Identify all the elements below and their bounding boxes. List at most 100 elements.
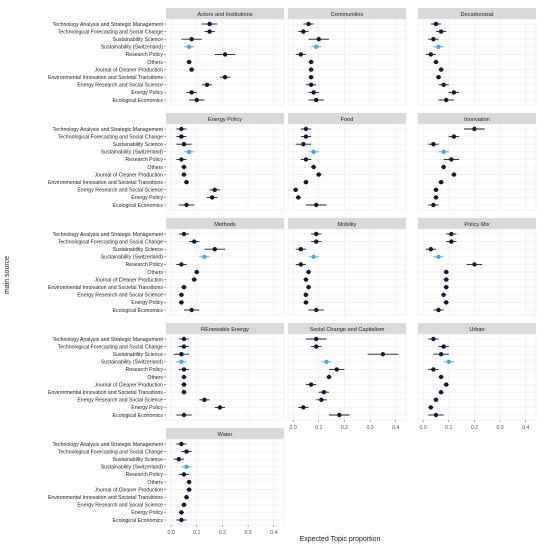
facet-panel: Actors and Institutions Technology Analys… [48,8,285,106]
facet-title: Actors and Institutions [197,12,252,18]
facet-panel: Urban 0.0 0.1 0.2 0.3 0.4 [417,323,537,431]
facet-strip [166,8,284,19]
data-point [441,164,446,170]
data-point [303,300,309,305]
data-point [472,262,477,267]
x-tick-label: 0.2 [219,530,226,536]
y-axis-title: main source [4,256,11,294]
data-point [179,157,184,162]
data-point [311,90,316,95]
x-tick-label: 0.3 [366,425,373,431]
data-point [314,97,319,103]
data-point [298,262,304,267]
facet-panel: Water Technology Analysis and Strategic M… [48,428,285,536]
data-point [301,405,306,410]
data-point [209,195,215,200]
data-point [444,285,449,290]
category-label: Ecological Economics [113,98,164,104]
data-point [451,172,457,177]
category-label: Research Policy [126,157,164,163]
data-point [444,269,449,275]
facet-title: Water [218,432,233,438]
category-label: Technology Analysis and Strategic Manage… [53,232,164,238]
data-point [308,59,314,65]
facet-title: Food [341,117,354,123]
data-point [431,202,436,208]
x-tick-label: 0.4 [270,530,277,536]
data-point [314,44,319,49]
data-point [303,277,309,282]
data-point [181,367,187,372]
data-point [319,397,324,402]
x-tick-label: 0.4 [392,425,399,431]
data-point [314,344,319,349]
data-point [179,300,184,305]
facet-panel: Food [287,113,407,211]
data-point [202,254,207,259]
data-point [311,149,316,154]
data-point [436,254,441,259]
data-point [436,307,441,313]
x-tick-label: 0.0 [168,530,175,536]
x-tick-label: 0.1 [445,425,452,431]
data-point [431,37,436,42]
facet-strip [166,428,284,439]
data-point [184,449,189,454]
data-point [314,336,319,342]
facet-strip [288,113,406,124]
data-point [207,29,212,34]
x-tick-label: 0.3 [244,530,251,536]
data-point [306,269,311,275]
x-tick-label: 0.1 [193,530,200,536]
data-point [428,52,434,57]
facet-title: Innovation [464,117,490,123]
facet-strip [288,8,406,19]
data-point [179,441,184,447]
data-point [441,292,446,297]
data-point [311,254,316,259]
data-point [217,405,223,410]
data-point [179,262,184,267]
category-label: Others [147,270,163,276]
facet-strip [166,113,284,124]
x-tick-label: 0.2 [341,425,348,431]
data-point [438,29,444,34]
data-point [444,97,449,103]
data-point [438,67,444,72]
category-label: Journal of Cleaner Production [94,172,163,178]
data-point [441,149,446,154]
data-point [444,277,449,282]
category-label: Technology Analysis and Strategic Manage… [53,22,164,28]
x-tick-label: 0.0 [420,425,427,431]
data-point [441,82,446,88]
data-point [449,231,454,237]
category-label: Sustainability Science [113,37,164,43]
data-point [449,157,454,162]
category-label: Sustainability Science [113,247,164,253]
data-point [181,472,187,477]
data-point [441,344,446,349]
category-label: Sustainability (Switzerland) [101,45,164,51]
data-point [431,336,436,342]
data-point [334,367,339,372]
category-label: Sustainability Science [113,352,164,358]
data-point [433,195,439,200]
category-label: Sustainability Science [113,457,164,463]
data-point [438,390,444,395]
facet-title: REnewable Energy [201,327,249,333]
data-point [311,164,316,170]
category-label: Energy Research and Social Science [77,83,163,89]
category-label: Ecological Economics [113,203,164,209]
category-label: Research Policy [126,262,164,268]
category-label: Ecological Economics [113,518,164,524]
category-label: Ecological Economics [113,413,164,419]
x-tick-label: 0.3 [496,425,503,431]
category-label: Environmental Innovation and Societal Tr… [48,390,163,396]
category-label: Energy Policy [131,510,163,516]
data-point [194,269,199,275]
data-point [303,157,309,162]
category-label: Technological Forecasting and Social Cha… [58,29,163,35]
facet-title: Social Change and Capitalism [310,327,385,333]
facet-title: Policy Mix [464,222,489,228]
data-point [181,382,187,387]
